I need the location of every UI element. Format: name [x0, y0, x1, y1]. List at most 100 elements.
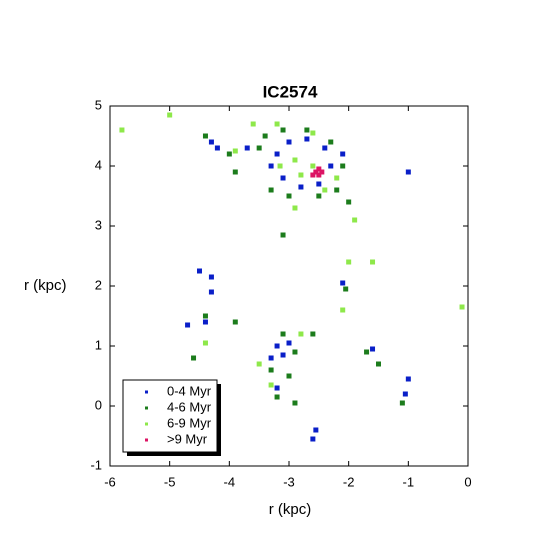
- y-tick-label: 3: [95, 217, 102, 232]
- legend-marker: [145, 406, 148, 410]
- legend-label: >9 Myr: [167, 431, 208, 446]
- point: [402, 391, 408, 397]
- point: [405, 169, 411, 175]
- x-tick-label: -2: [343, 474, 355, 489]
- point: [343, 286, 349, 292]
- point: [352, 217, 358, 223]
- point: [208, 139, 214, 145]
- point: [280, 331, 286, 337]
- point: [274, 151, 280, 157]
- point: [292, 205, 298, 211]
- point: [304, 136, 310, 142]
- y-tick-label: 5: [95, 97, 102, 112]
- point: [316, 166, 322, 172]
- point: [280, 175, 286, 181]
- point: [208, 274, 214, 280]
- y-tick-label: 1: [95, 337, 102, 352]
- legend-box: [122, 379, 218, 453]
- point: [310, 130, 316, 136]
- point: [292, 400, 298, 406]
- point: [340, 151, 346, 157]
- point: [268, 367, 274, 373]
- legend-label: 0-4 Myr: [167, 383, 212, 398]
- point: [268, 187, 274, 193]
- point: [274, 343, 280, 349]
- point: [316, 193, 322, 199]
- point: [197, 268, 202, 274]
- x-tick-label: -3: [283, 474, 295, 489]
- point: [214, 145, 220, 151]
- point: [298, 331, 304, 337]
- x-tick-label: -6: [104, 474, 116, 489]
- point: [328, 163, 334, 169]
- x-tick-label: -4: [224, 474, 236, 489]
- point: [313, 427, 319, 433]
- point: [316, 172, 322, 178]
- point: [310, 436, 316, 442]
- point: [364, 349, 370, 355]
- point: [399, 400, 405, 406]
- point: [185, 322, 191, 328]
- point: [322, 145, 328, 151]
- point: [298, 184, 304, 190]
- point: [268, 382, 274, 388]
- point: [256, 361, 262, 367]
- point: [262, 133, 268, 139]
- point: [202, 133, 208, 139]
- y-axis-label: r (kpc): [24, 277, 67, 294]
- point: [274, 385, 280, 391]
- point: [370, 259, 376, 265]
- point: [459, 304, 465, 310]
- chart-title: IC2574: [263, 82, 318, 101]
- point: [268, 355, 274, 361]
- point: [119, 127, 125, 133]
- legend-marker: [145, 390, 148, 394]
- point: [232, 319, 238, 325]
- point: [250, 121, 256, 127]
- point: [304, 127, 310, 133]
- point: [340, 280, 346, 286]
- point: [334, 187, 340, 193]
- point: [376, 361, 381, 367]
- y-tick-label: 0: [95, 397, 102, 412]
- x-tick-label: -5: [164, 474, 176, 489]
- y-tick-label: 2: [95, 277, 102, 292]
- point: [208, 289, 214, 295]
- point: [277, 163, 283, 169]
- point: [340, 307, 346, 313]
- point: [346, 259, 352, 265]
- point: [313, 169, 319, 175]
- point: [256, 145, 262, 151]
- point: [280, 232, 286, 238]
- x-axis-label: r (kpc): [269, 501, 312, 518]
- point: [280, 127, 286, 133]
- point: [244, 145, 250, 151]
- point: [370, 346, 376, 352]
- point: [298, 172, 304, 178]
- point: [340, 163, 346, 169]
- point: [292, 349, 298, 355]
- point: [167, 112, 173, 118]
- point: [286, 139, 292, 145]
- point: [274, 394, 280, 400]
- point: [268, 163, 274, 169]
- point: [191, 355, 197, 361]
- y-tick-label: -1: [90, 457, 102, 472]
- point: [202, 313, 208, 319]
- x-tick-label: -1: [403, 474, 415, 489]
- point: [334, 175, 340, 181]
- legend-marker: [145, 438, 148, 442]
- point: [310, 163, 316, 169]
- point: [346, 199, 352, 205]
- point: [319, 169, 325, 175]
- point: [202, 340, 208, 346]
- point: [286, 193, 292, 199]
- point: [202, 319, 208, 325]
- legend-marker: [145, 422, 148, 426]
- point: [280, 352, 286, 358]
- point: [274, 121, 280, 127]
- point: [286, 340, 292, 346]
- point: [226, 151, 232, 157]
